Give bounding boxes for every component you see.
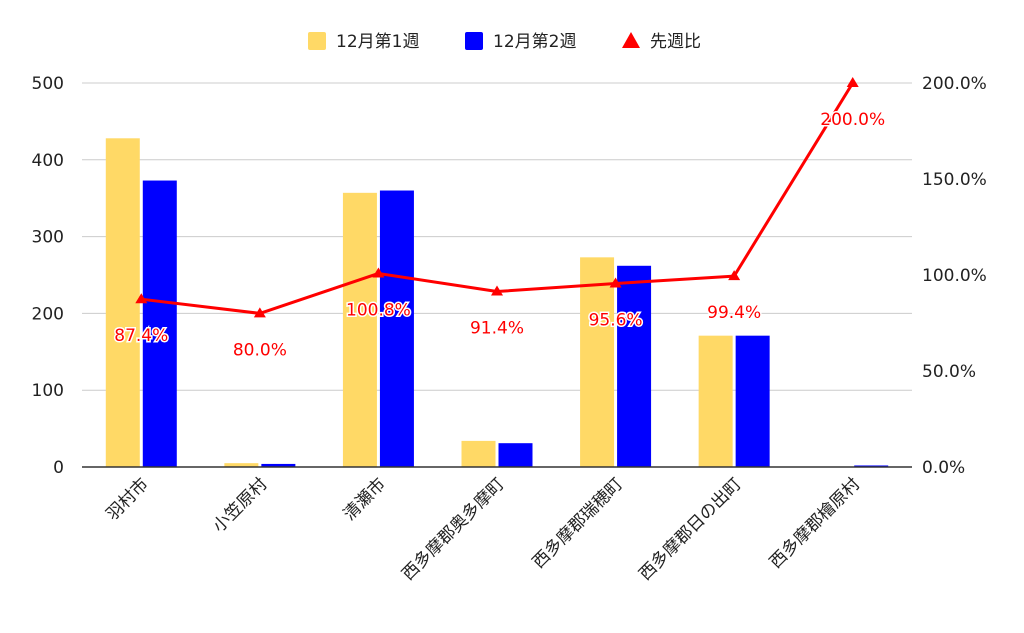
legend-label: 12月第2週 (493, 32, 576, 52)
category-label: 西多摩郡奥多摩町 (398, 474, 508, 584)
category-label: 清瀬市 (340, 474, 390, 524)
category-label: 西多摩郡日の出町 (635, 474, 745, 584)
legend-label: 先週比 (650, 32, 701, 52)
ratio-data-label: 87.4% (114, 326, 168, 346)
right-tick-label: 100.0% (922, 266, 987, 286)
bar-week1 (224, 463, 259, 467)
bar-week2 (617, 265, 652, 467)
left-tick-label: 0 (53, 458, 64, 478)
bar-week2 (379, 190, 414, 467)
left-tick-label: 400 (32, 151, 64, 171)
category-label: 羽村市 (103, 474, 153, 524)
bar-week2 (261, 463, 296, 467)
gridlines (82, 82, 912, 391)
ratio-marker (728, 270, 741, 281)
bar-week2 (142, 180, 177, 467)
ratio-marker (135, 293, 148, 304)
ratio-data-label: 80.0% (233, 340, 287, 360)
right-tick-label: 0.0% (922, 458, 965, 478)
ratio-data-label: 91.4% (470, 319, 524, 339)
ratio-data-label: 95.6% (589, 310, 643, 330)
bar-week1 (698, 335, 733, 467)
legend-swatch (622, 32, 640, 48)
ratio-data-label: 100.8% (346, 300, 411, 320)
bar-week2 (498, 443, 533, 467)
left-tick-label: 200 (32, 304, 64, 324)
bar-week1 (580, 257, 615, 467)
legend: 12月第1週 12月第2週 先週比 (308, 32, 701, 52)
ratio-marker (491, 285, 503, 296)
right-y-axis: 0.0% 50.0% 100.0% 150.0% 200.0% (922, 74, 987, 478)
category-label: 西多摩郡瑞穂町 (529, 474, 627, 572)
legend-swatch (465, 32, 483, 50)
ratio-data-label: 99.4% (707, 303, 761, 323)
bar-week1 (342, 192, 377, 467)
bar-series (105, 138, 889, 467)
line-series: 87.4% 80.0% 100.8% 91.4% 95.6% 99.4% 200.0% (113, 77, 887, 362)
left-tick-label: 300 (32, 228, 64, 248)
bar-week1 (461, 440, 496, 467)
ratio-marker (609, 277, 622, 288)
left-tick-label: 100 (32, 381, 64, 401)
legend-label: 12月第1週 (336, 32, 419, 52)
right-tick-label: 150.0% (922, 170, 987, 190)
right-tick-label: 200.0% (922, 74, 987, 94)
category-labels: 羽村市 小笠原村 清瀬市 西多摩郡奥多摩町 西多摩郡瑞穂町 西多摩郡日の出町 西多摩郡檜原村 (103, 474, 865, 585)
ratio-marker (372, 267, 385, 278)
ratio-marker (253, 307, 266, 318)
ratio-data-label: 200.0% (820, 110, 885, 130)
category-label: 西多摩郡檜原村 (765, 474, 864, 573)
left-tick-label: 500 (32, 74, 64, 94)
category-label: 小笠原村 (209, 474, 271, 536)
ratio-marker (846, 77, 859, 87)
bar-week1 (105, 138, 140, 467)
bar-week2 (735, 335, 770, 467)
ratio-line (141, 82, 854, 315)
right-tick-label: 50.0% (922, 362, 976, 382)
bar-week2 (854, 465, 889, 467)
left-y-axis: 0 100 200 300 400 500 (32, 74, 64, 478)
legend-swatch (308, 32, 326, 50)
